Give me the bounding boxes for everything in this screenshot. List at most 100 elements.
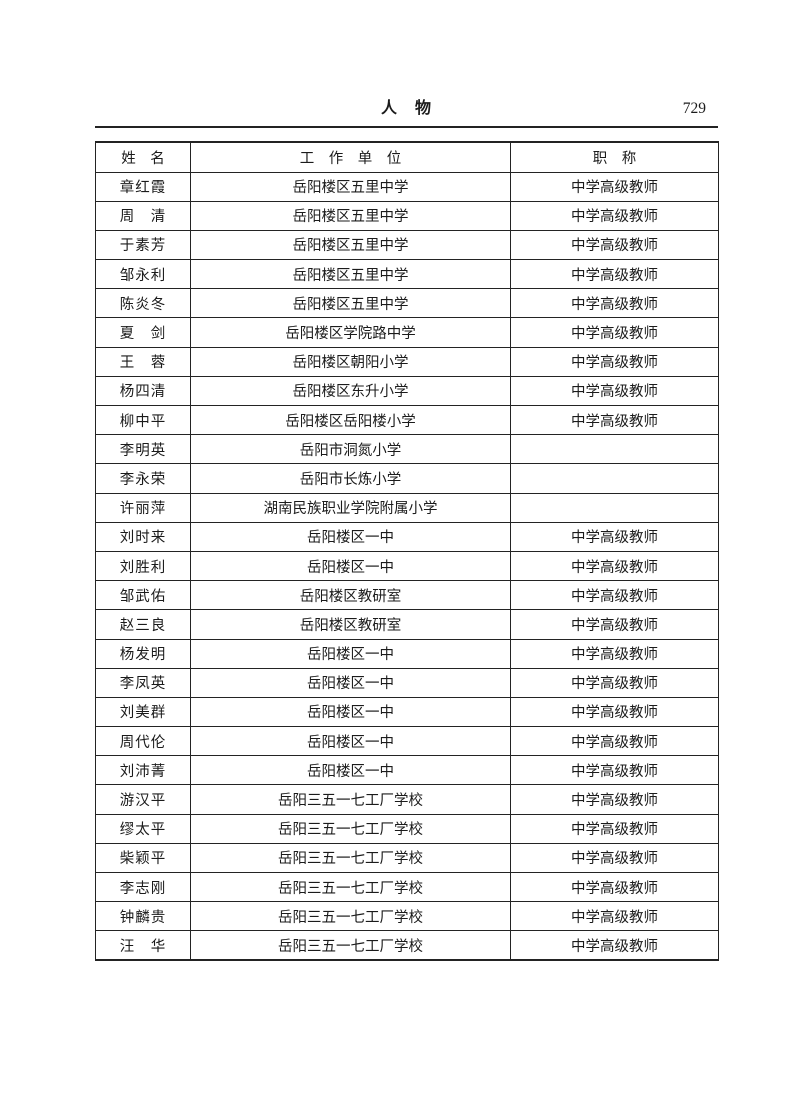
- table-row: 赵三良 岳阳楼区教研室 中学高级教师: [95, 609, 719, 640]
- title-cell: 中学高级教师: [510, 580, 719, 611]
- title-cell: 中学高级教师: [510, 901, 719, 932]
- table-row: 缪太平 岳阳三五一七工厂学校 中学高级教师: [95, 813, 719, 844]
- title-cell: 中学高级教师: [510, 404, 719, 436]
- table-row: 李明英 岳阳市洞氮小学: [95, 434, 719, 465]
- page-title: 人 物: [380, 100, 432, 117]
- name-cell: 刘胜利: [95, 550, 191, 582]
- work-unit-cell: 岳阳楼区五里中学: [190, 200, 511, 231]
- table-row: 刘美群 岳阳楼区一中 中学高级教师: [95, 696, 719, 728]
- name-cell: 许丽萍: [95, 492, 191, 523]
- name-cell: 游汉平: [95, 784, 191, 815]
- table-row: 陈炎冬 岳阳楼区五里中学 中学高级教师: [95, 288, 719, 319]
- page-number: 729: [682, 100, 706, 117]
- work-unit-cell: 岳阳楼区五里中学: [190, 259, 511, 290]
- name-cell: 李永荣: [95, 463, 191, 494]
- table-row: 刘沛菁 岳阳楼区一中 中学高级教师: [95, 755, 719, 786]
- title-cell: 中学高级教师: [510, 667, 719, 698]
- work-unit-cell: 岳阳三五一七工厂学校: [190, 842, 511, 874]
- work-unit-cell: 岳阳楼区岳阳楼小学: [190, 404, 511, 436]
- table-row: 夏 剑 岳阳楼区学院路中学 中学高级教师: [95, 317, 719, 348]
- name-cell: 章红霞: [95, 171, 191, 202]
- name-cell: 柴颖平: [95, 842, 191, 874]
- name-cell: 柳中平: [95, 404, 191, 436]
- table-row: 许丽萍 湖南民族职业学院附属小学: [95, 492, 719, 523]
- title-cell: 中学高级教师: [510, 842, 719, 874]
- table-row: 刘时来 岳阳楼区一中 中学高级教师: [95, 521, 719, 552]
- work-unit-cell: 岳阳楼区一中: [190, 726, 511, 757]
- title-cell: 中学高级教师: [510, 871, 719, 903]
- table-row: 邹武佑 岳阳楼区教研室 中学高级教师: [95, 580, 719, 611]
- title-cell: 中学高级教师: [510, 375, 719, 407]
- name-cell: 周代伦: [95, 726, 191, 757]
- table-row: 章红霞 岳阳楼区五里中学 中学高级教师: [95, 171, 719, 202]
- column-header-title: 职 称: [510, 141, 719, 173]
- name-cell: 邹武佑: [95, 580, 191, 611]
- name-cell: 刘时来: [95, 521, 191, 552]
- title-cell: [510, 492, 719, 523]
- work-unit-cell: 岳阳楼区一中: [190, 550, 511, 582]
- name-cell: 李志刚: [95, 871, 191, 903]
- table-row: 钟麟贵 岳阳三五一七工厂学校 中学高级教师: [95, 901, 719, 932]
- table-row: 汪 华 岳阳三五一七工厂学校 中学高级教师: [95, 930, 719, 961]
- name-cell: 刘沛菁: [95, 755, 191, 786]
- title-cell: 中学高级教师: [510, 171, 719, 202]
- name-cell: 周 清: [95, 200, 191, 231]
- name-cell: 汪 华: [95, 930, 191, 961]
- table-row: 杨发明 岳阳楼区一中 中学高级教师: [95, 638, 719, 669]
- table-row: 李志刚 岳阳三五一七工厂学校 中学高级教师: [95, 871, 719, 903]
- work-unit-cell: 岳阳楼区一中: [190, 696, 511, 728]
- title-cell: 中学高级教师: [510, 696, 719, 728]
- title-cell: 中学高级教师: [510, 755, 719, 786]
- name-cell: 赵三良: [95, 609, 191, 640]
- name-cell: 邹永利: [95, 259, 191, 290]
- work-unit-cell: 岳阳楼区五里中学: [190, 229, 511, 261]
- table-row: 游汉平 岳阳三五一七工厂学校 中学高级教师: [95, 784, 719, 815]
- title-cell: 中学高级教师: [510, 521, 719, 552]
- running-head: 人 物 729: [95, 97, 718, 121]
- work-unit-cell: 岳阳楼区教研室: [190, 580, 511, 611]
- work-unit-cell: 岳阳三五一七工厂学校: [190, 930, 511, 961]
- work-unit-cell: 岳阳楼区东升小学: [190, 375, 511, 407]
- work-unit-cell: 岳阳楼区五里中学: [190, 288, 511, 319]
- table-row: 王 蓉 岳阳楼区朝阳小学 中学高级教师: [95, 346, 719, 377]
- title-cell: 中学高级教师: [510, 550, 719, 582]
- work-unit-cell: 岳阳三五一七工厂学校: [190, 901, 511, 932]
- table-row: 刘胜利 岳阳楼区一中 中学高级教师: [95, 550, 719, 582]
- header-rule: [95, 126, 718, 128]
- work-unit-cell: 岳阳三五一七工厂学校: [190, 784, 511, 815]
- title-cell: 中学高级教师: [510, 813, 719, 844]
- name-cell: 缪太平: [95, 813, 191, 844]
- title-cell: 中学高级教师: [510, 229, 719, 261]
- column-header-work-unit: 工 作 单 位: [190, 141, 511, 173]
- table-row: 邹永利 岳阳楼区五里中学 中学高级教师: [95, 259, 719, 290]
- work-unit-cell: 岳阳楼区学院路中学: [190, 317, 511, 348]
- title-cell: 中学高级教师: [510, 930, 719, 961]
- name-cell: 李明英: [95, 434, 191, 465]
- name-cell: 陈炎冬: [95, 288, 191, 319]
- work-unit-cell: 岳阳楼区一中: [190, 667, 511, 698]
- work-unit-cell: 岳阳楼区一中: [190, 755, 511, 786]
- table-row: 李永荣 岳阳市长炼小学: [95, 463, 719, 494]
- title-cell: [510, 463, 719, 494]
- title-cell: 中学高级教师: [510, 638, 719, 669]
- name-cell: 钟麟贵: [95, 901, 191, 932]
- table-row: 周代伦 岳阳楼区一中 中学高级教师: [95, 726, 719, 757]
- name-cell: 王 蓉: [95, 346, 191, 377]
- title-cell: 中学高级教师: [510, 346, 719, 377]
- column-header-name: 姓 名: [95, 141, 191, 173]
- name-cell: 杨发明: [95, 638, 191, 669]
- title-cell: 中学高级教师: [510, 288, 719, 319]
- work-unit-cell: 岳阳三五一七工厂学校: [190, 813, 511, 844]
- work-unit-cell: 湖南民族职业学院附属小学: [190, 492, 511, 523]
- name-cell: 刘美群: [95, 696, 191, 728]
- table-row: 柳中平 岳阳楼区岳阳楼小学 中学高级教师: [95, 404, 719, 436]
- name-cell: 杨四清: [95, 375, 191, 407]
- table-row: 柴颖平 岳阳三五一七工厂学校 中学高级教师: [95, 842, 719, 874]
- table-row: 周 清 岳阳楼区五里中学 中学高级教师: [95, 200, 719, 231]
- work-unit-cell: 岳阳楼区教研室: [190, 609, 511, 640]
- work-unit-cell: 岳阳楼区一中: [190, 521, 511, 552]
- name-cell: 于素芳: [95, 229, 191, 261]
- personnel-table: 姓 名 工 作 单 位 职 称 章红霞 岳阳楼区五里中学 中学高级教师 周 清 …: [95, 141, 719, 962]
- work-unit-cell: 岳阳楼区五里中学: [190, 171, 511, 202]
